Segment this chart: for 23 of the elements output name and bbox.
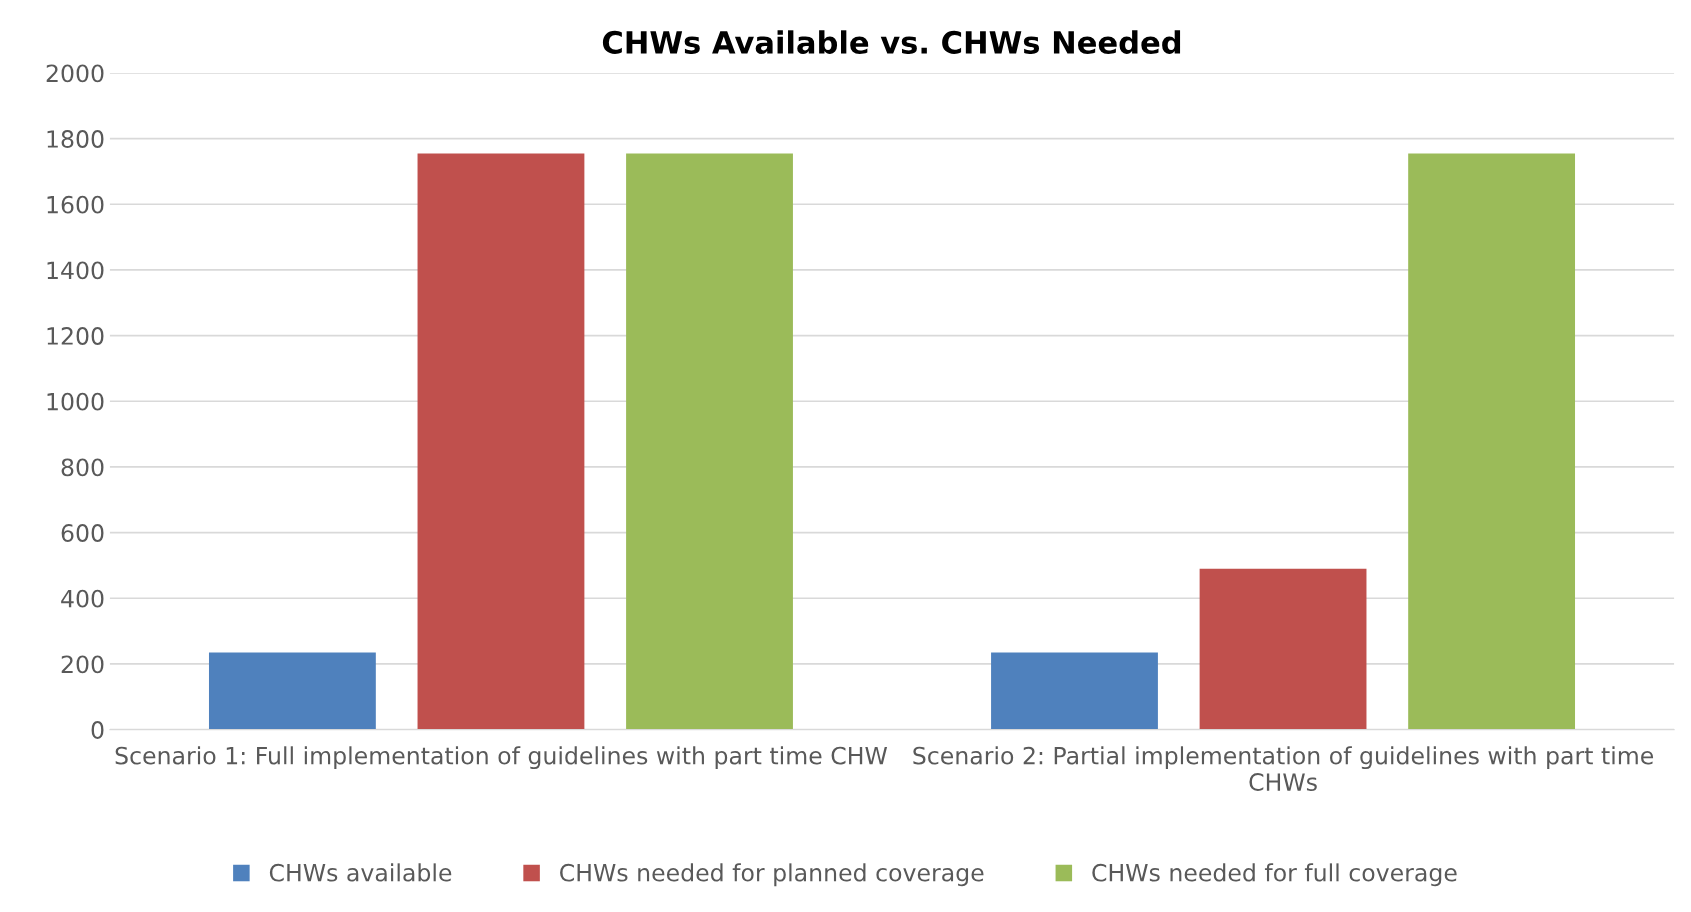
y-tick-label: 400 <box>61 589 104 608</box>
y-tick-label: 1600 <box>47 195 104 214</box>
x-tick-label: Scenario 1: Full implementation of guidelines with part time CHW <box>115 746 888 770</box>
bar <box>626 153 793 730</box>
y-tick-label: 1800 <box>47 130 104 148</box>
bar <box>417 153 585 730</box>
bar <box>208 652 376 730</box>
x-tick-label: Scenario 2: Partial implementation of guidelines with part time CHWs <box>913 746 1654 791</box>
y-tick-label: 1000 <box>47 392 104 411</box>
y-tick-label: 0 <box>91 721 104 739</box>
legend-label: CHWs available <box>269 863 452 882</box>
y-tick-label: 600 <box>61 524 104 542</box>
bar <box>991 652 1158 730</box>
bar <box>1199 568 1367 730</box>
legend-label: CHWs needed for planned coverage <box>560 863 984 887</box>
legend-label: CHWs needed for full coverage <box>1092 863 1457 887</box>
y-tick-label: 2000 <box>46 64 104 83</box>
y-tick-label: 1400 <box>47 261 104 280</box>
bar <box>1408 153 1576 730</box>
chart-title: CHWs Available vs. CHWs Needed <box>602 30 1181 54</box>
y-tick-label: 200 <box>61 655 104 674</box>
y-tick-label: 800 <box>61 458 104 477</box>
y-tick-label: 1200 <box>47 327 104 345</box>
